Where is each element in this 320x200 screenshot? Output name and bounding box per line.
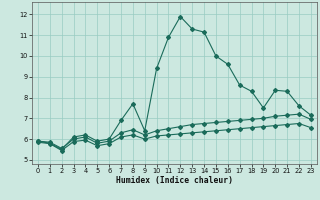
X-axis label: Humidex (Indice chaleur): Humidex (Indice chaleur) (116, 176, 233, 185)
